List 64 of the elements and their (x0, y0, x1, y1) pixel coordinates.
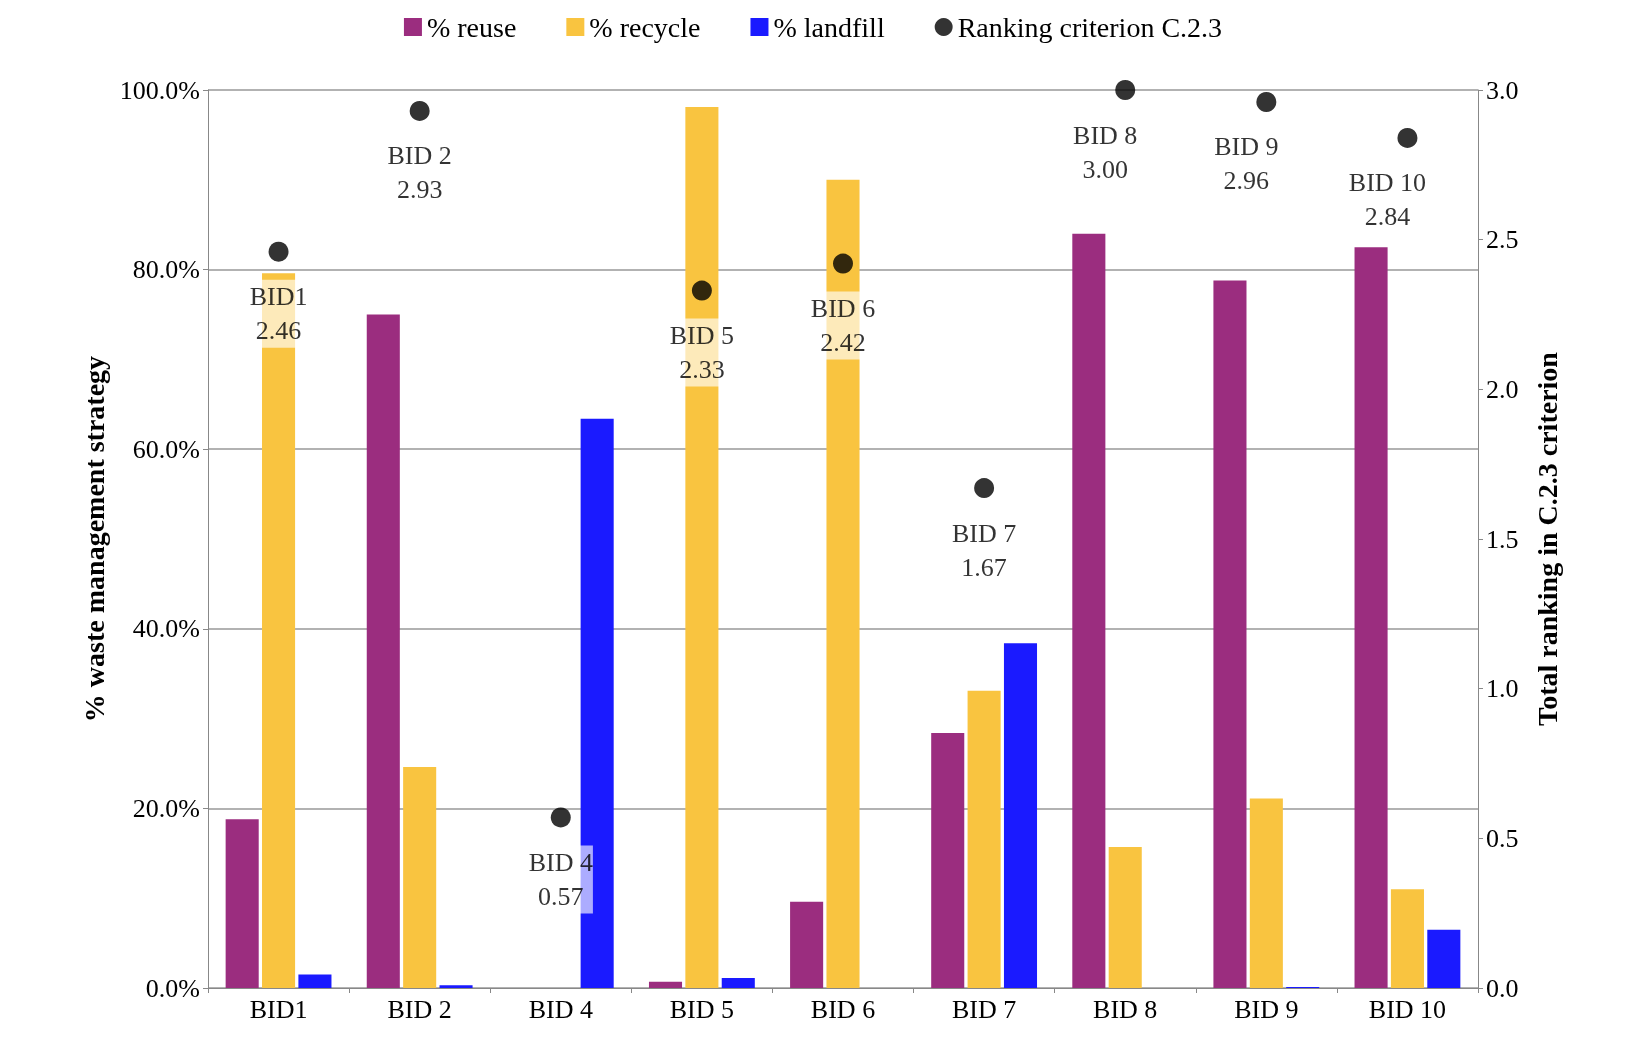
point (409, 100, 430, 121)
legend-label: Ranking criterion C.2.3 (957, 11, 1223, 43)
bar (1354, 247, 1388, 988)
y2-axis-title: Total ranking in C.2.3 criterion (1531, 351, 1563, 726)
bar (1427, 929, 1461, 988)
bar (366, 314, 400, 988)
bar (721, 978, 755, 988)
x-tick-label: BID 9 (1234, 994, 1299, 1024)
x-tick-label: BID 8 (1093, 994, 1158, 1024)
bar (967, 690, 1001, 988)
point (268, 241, 289, 262)
bar (403, 767, 437, 988)
y-tick-label: 60.0% (132, 434, 200, 464)
data-label: BID 9 2.96 (1214, 132, 1279, 196)
y2-tick-label: 2.5 (1486, 225, 1519, 255)
x-tick-label: BID 5 (669, 994, 735, 1024)
y2-tick-label: 0.0 (1486, 973, 1519, 1003)
y2-tick-label: 1.5 (1486, 524, 1519, 554)
y2-tick-label: 2.0 (1486, 374, 1519, 404)
data-label: BID1 2.46 (249, 282, 308, 346)
bar (1213, 280, 1247, 988)
x-tick-label: BID 10 (1368, 994, 1447, 1024)
point (691, 280, 712, 301)
bar (1072, 233, 1106, 988)
bar (225, 819, 259, 988)
point (550, 807, 571, 828)
bar (1108, 847, 1142, 988)
y2-tick-label: 3.0 (1486, 75, 1519, 105)
x-tick-label: BID 4 (528, 994, 593, 1024)
bar (1249, 798, 1283, 988)
x-tick-label: BID 6 (810, 994, 876, 1024)
point (1256, 91, 1277, 112)
legend-label: % landfill (773, 11, 885, 43)
data-label: BID 8 3.00 (1073, 120, 1138, 184)
y-tick-label: 100.0% (119, 75, 200, 105)
y-tick-label: 0.0% (145, 973, 200, 1003)
data-label: BID 7 1.67 (951, 518, 1017, 582)
bar (1390, 889, 1424, 988)
y-axis-title: % waste management strategy (79, 355, 111, 723)
y2-tick-label: 1.0 (1486, 674, 1519, 704)
y-tick-label: 80.0% (132, 255, 200, 285)
y2-tick-label: 0.5 (1486, 823, 1519, 853)
bar (648, 981, 683, 988)
x-tick-label: BID1 (249, 994, 308, 1024)
data-label: BID 4 0.57 (528, 847, 593, 911)
point (1115, 80, 1136, 100)
data-label: BID 5 2.33 (669, 321, 735, 385)
point (974, 478, 995, 499)
legend-label: % recycle (589, 11, 701, 43)
point (833, 253, 853, 274)
data-label: BID 10 2.84 (1348, 168, 1427, 232)
bar (1003, 643, 1038, 988)
bar (790, 901, 824, 988)
bar (439, 985, 473, 988)
x-tick-label: BID 7 (951, 994, 1017, 1024)
legend-label: % reuse (426, 11, 517, 43)
data-label: BID 6 2.42 (810, 294, 876, 358)
x-tick-label: BID 2 (387, 994, 452, 1024)
y-tick-label: 20.0% (132, 793, 200, 823)
bar (298, 974, 332, 988)
y-tick-label: 40.0% (132, 614, 200, 644)
bar (931, 732, 965, 988)
data-label: BID 2 2.93 (387, 141, 452, 205)
point (1397, 127, 1418, 148)
